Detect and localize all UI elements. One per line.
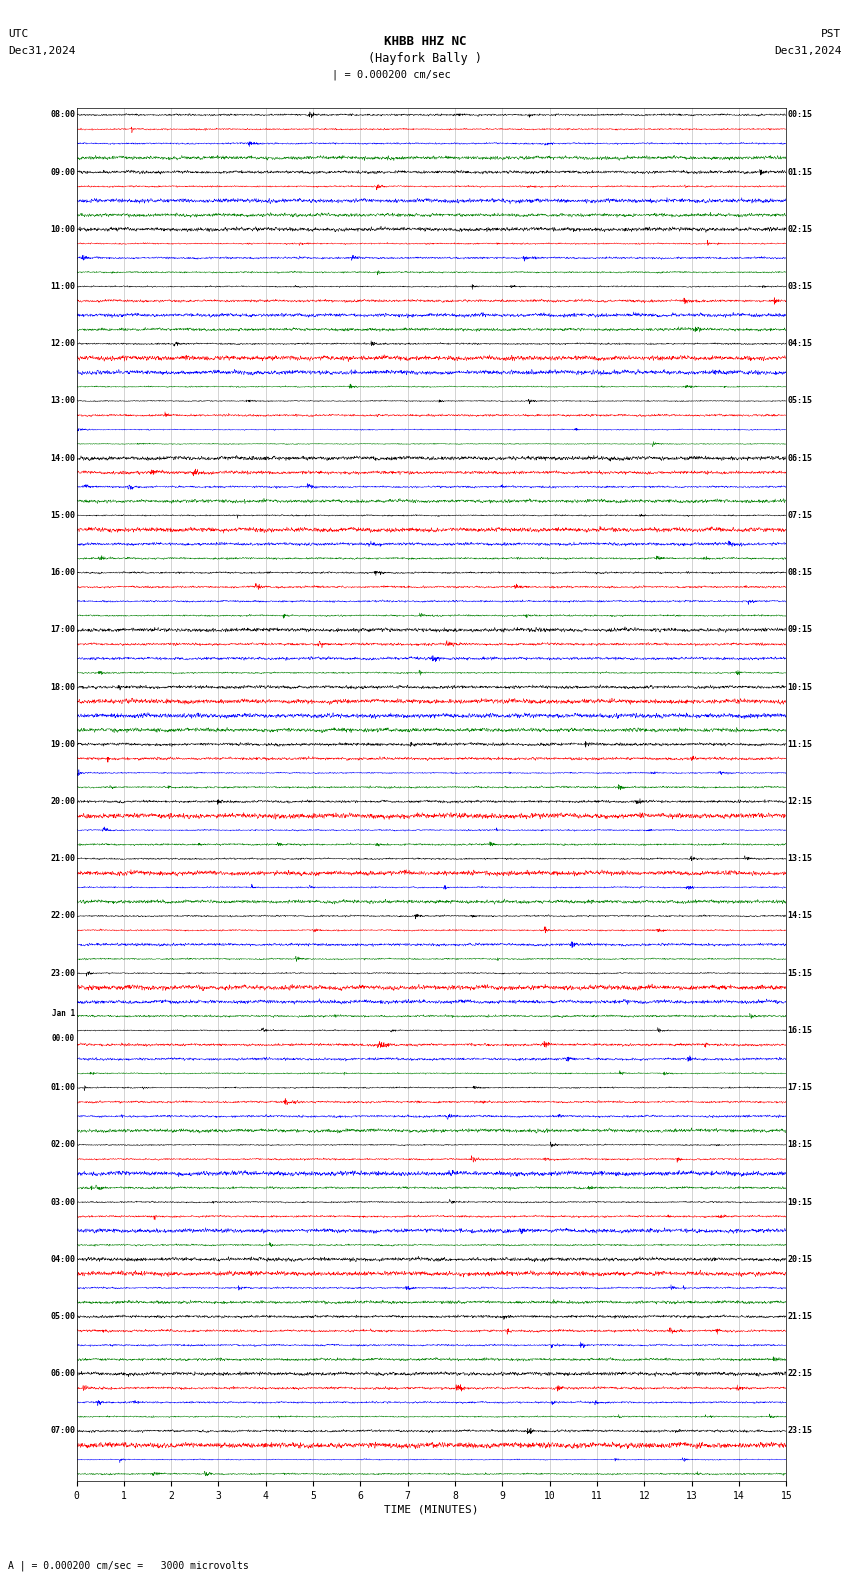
Text: 13:15: 13:15 <box>788 854 813 863</box>
Text: Dec31,2024: Dec31,2024 <box>8 46 76 55</box>
Text: 17:00: 17:00 <box>50 626 75 634</box>
Text: 21:15: 21:15 <box>788 1312 813 1321</box>
Text: (Hayfork Bally ): (Hayfork Bally ) <box>368 52 482 65</box>
Text: 15:00: 15:00 <box>50 512 75 520</box>
Text: 06:00: 06:00 <box>50 1369 75 1378</box>
Text: 15:15: 15:15 <box>788 969 813 977</box>
Text: 01:15: 01:15 <box>788 168 813 176</box>
Text: 10:15: 10:15 <box>788 683 813 692</box>
Text: 22:00: 22:00 <box>50 911 75 920</box>
X-axis label: TIME (MINUTES): TIME (MINUTES) <box>384 1505 479 1514</box>
Text: 11:15: 11:15 <box>788 740 813 749</box>
Text: 21:00: 21:00 <box>50 854 75 863</box>
Text: 22:15: 22:15 <box>788 1369 813 1378</box>
Text: 00:15: 00:15 <box>788 111 813 119</box>
Text: 09:00: 09:00 <box>50 168 75 176</box>
Text: 16:15: 16:15 <box>788 1026 813 1034</box>
Text: Jan 1: Jan 1 <box>52 1009 75 1019</box>
Text: 12:15: 12:15 <box>788 797 813 806</box>
Text: 02:15: 02:15 <box>788 225 813 234</box>
Text: 20:15: 20:15 <box>788 1255 813 1264</box>
Text: 08:15: 08:15 <box>788 569 813 577</box>
Text: 13:00: 13:00 <box>50 396 75 406</box>
Text: 14:15: 14:15 <box>788 911 813 920</box>
Text: 11:00: 11:00 <box>50 282 75 291</box>
Text: 00:00: 00:00 <box>52 1034 75 1044</box>
Text: KHBB HHZ NC: KHBB HHZ NC <box>383 35 467 48</box>
Text: 14:00: 14:00 <box>50 453 75 463</box>
Text: 12:00: 12:00 <box>50 339 75 348</box>
Text: 02:00: 02:00 <box>50 1140 75 1150</box>
Text: 09:15: 09:15 <box>788 626 813 634</box>
Text: | = 0.000200 cm/sec: | = 0.000200 cm/sec <box>332 70 450 81</box>
Text: 07:00: 07:00 <box>50 1427 75 1435</box>
Text: 10:00: 10:00 <box>50 225 75 234</box>
Text: PST: PST <box>821 29 842 38</box>
Text: 16:00: 16:00 <box>50 569 75 577</box>
Text: 19:15: 19:15 <box>788 1198 813 1207</box>
Text: 23:00: 23:00 <box>50 969 75 977</box>
Text: 07:15: 07:15 <box>788 512 813 520</box>
Text: 01:00: 01:00 <box>50 1083 75 1091</box>
Text: 23:15: 23:15 <box>788 1427 813 1435</box>
Text: 04:00: 04:00 <box>50 1255 75 1264</box>
Text: 03:00: 03:00 <box>50 1198 75 1207</box>
Text: A | = 0.000200 cm/sec =   3000 microvolts: A | = 0.000200 cm/sec = 3000 microvolts <box>8 1560 249 1571</box>
Text: Dec31,2024: Dec31,2024 <box>774 46 842 55</box>
Text: 18:15: 18:15 <box>788 1140 813 1150</box>
Text: UTC: UTC <box>8 29 29 38</box>
Text: 20:00: 20:00 <box>50 797 75 806</box>
Text: 03:15: 03:15 <box>788 282 813 291</box>
Text: 18:00: 18:00 <box>50 683 75 692</box>
Text: 05:15: 05:15 <box>788 396 813 406</box>
Text: 05:00: 05:00 <box>50 1312 75 1321</box>
Text: 17:15: 17:15 <box>788 1083 813 1091</box>
Text: 04:15: 04:15 <box>788 339 813 348</box>
Text: 06:15: 06:15 <box>788 453 813 463</box>
Text: 08:00: 08:00 <box>50 111 75 119</box>
Text: 19:00: 19:00 <box>50 740 75 749</box>
